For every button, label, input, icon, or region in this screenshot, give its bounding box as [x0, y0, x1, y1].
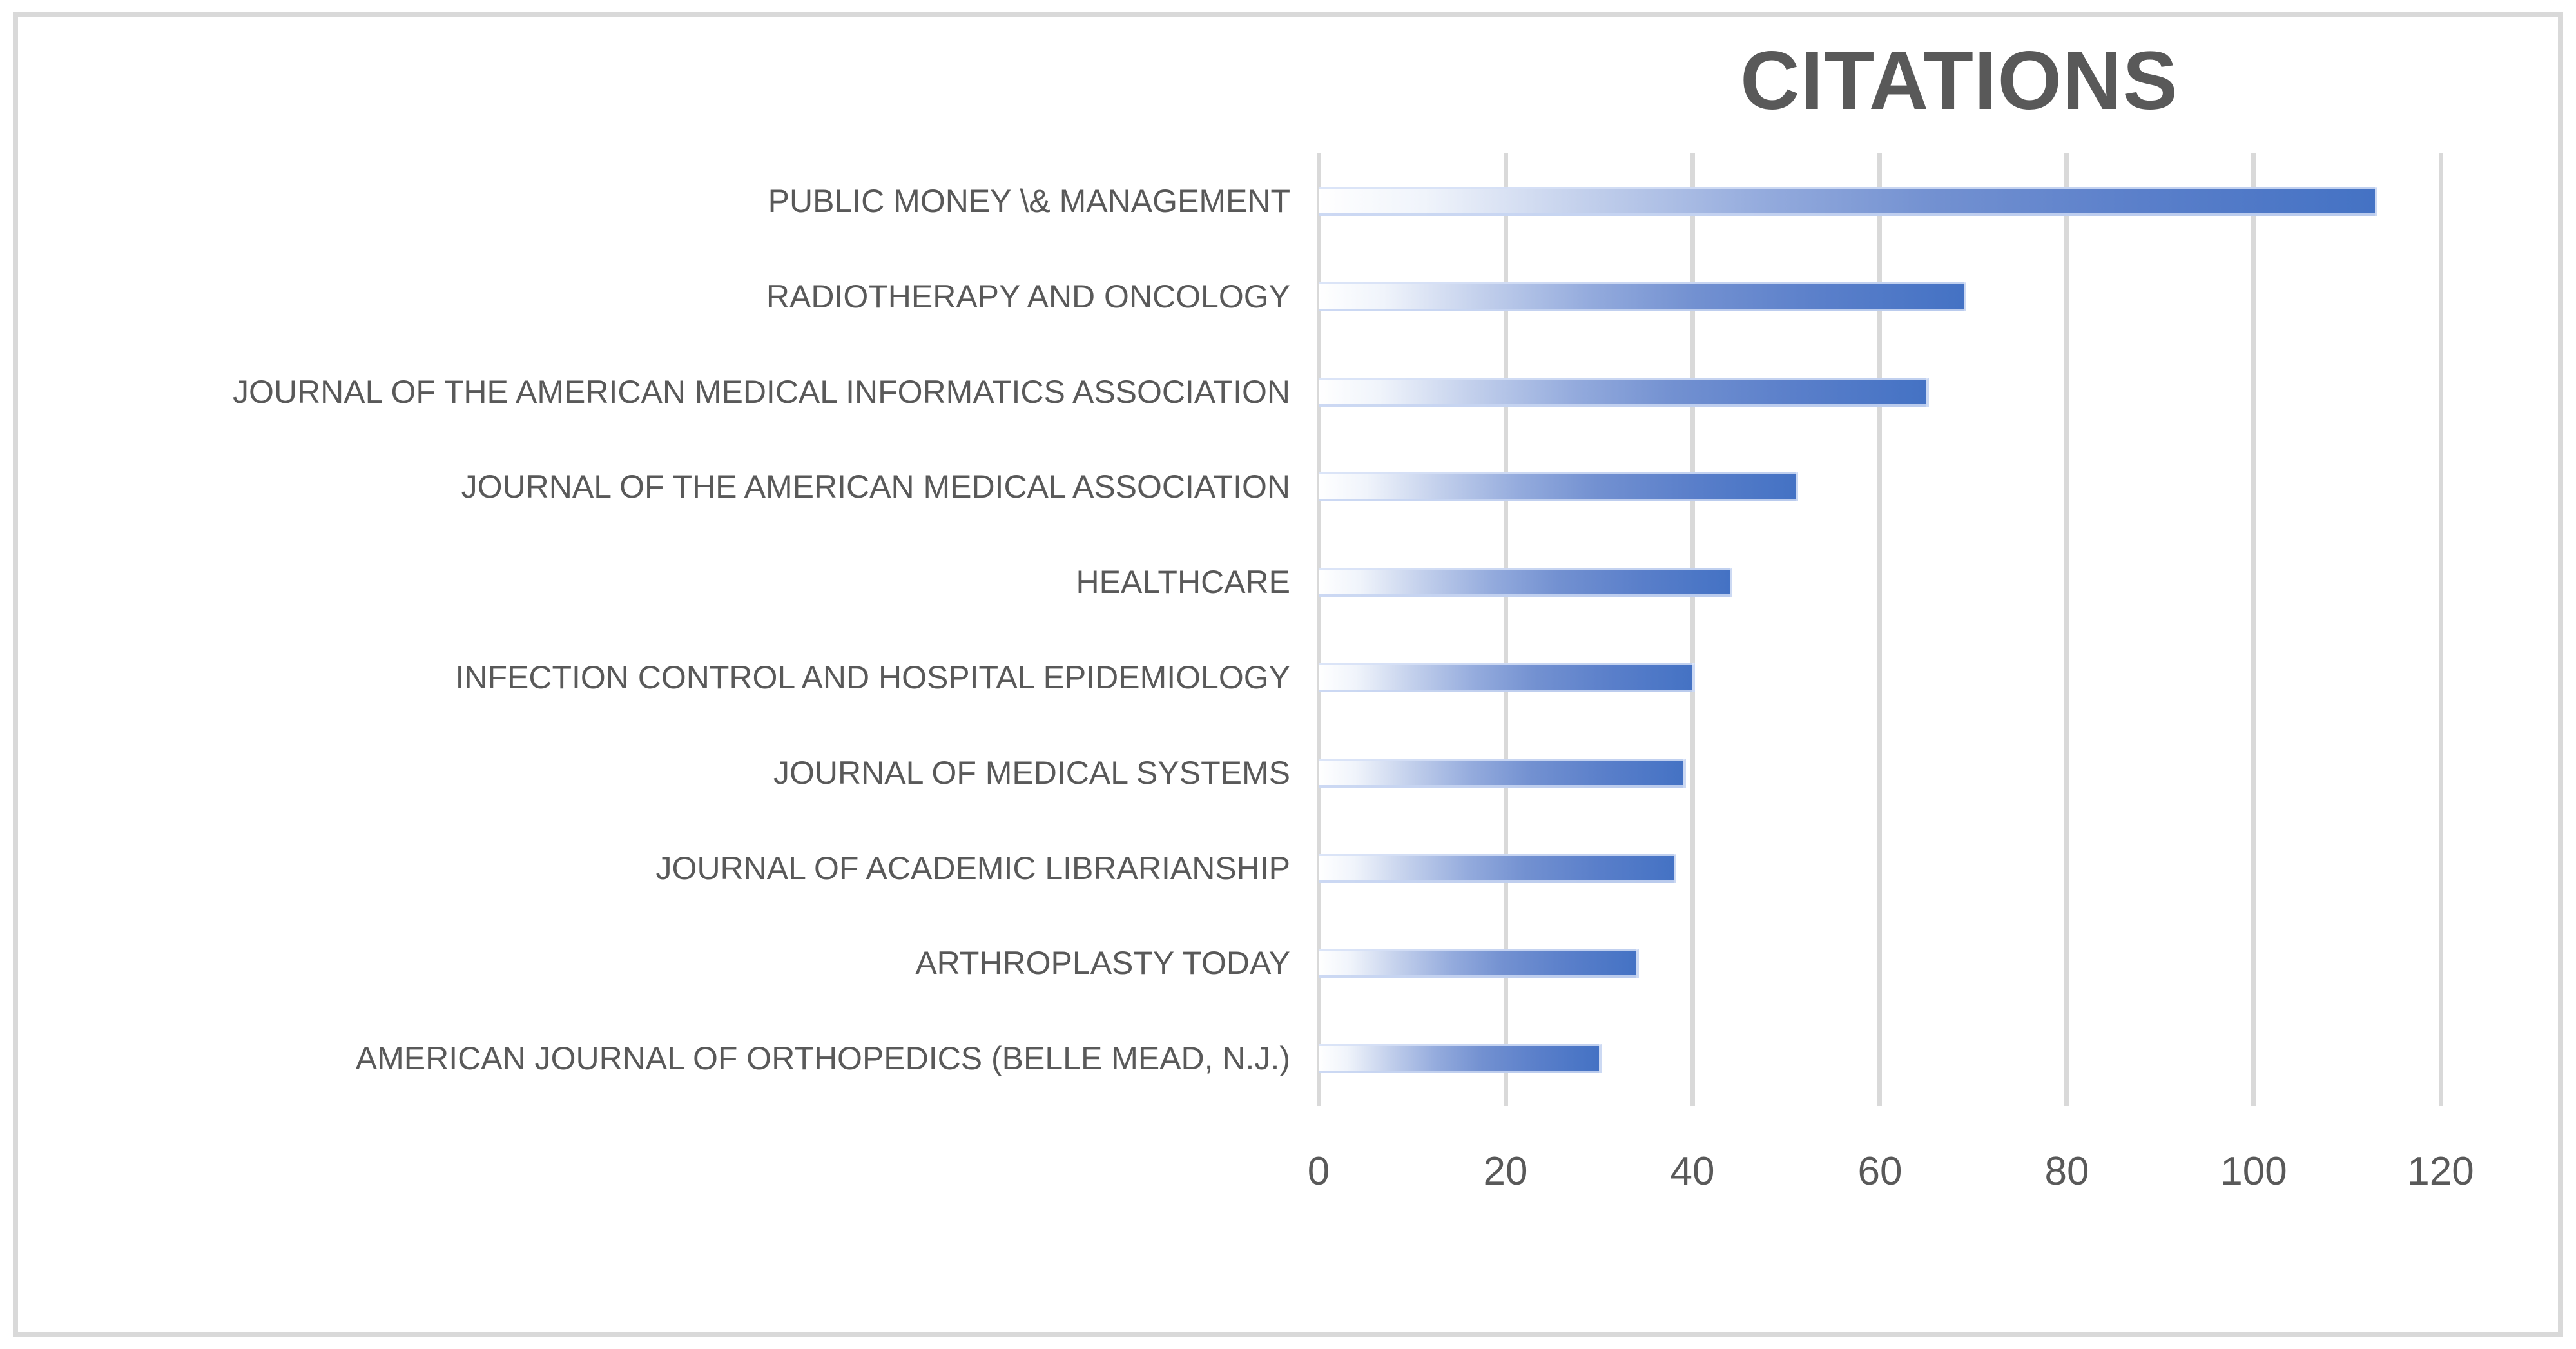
bar: [1319, 378, 1929, 407]
category-label: HEALTHCARE: [1076, 564, 1290, 600]
x-axis-tick-label: 60: [1857, 1149, 1903, 1194]
x-axis-tick-label: 40: [1670, 1149, 1715, 1194]
gridline: [2064, 153, 2069, 1106]
category-label: AMERICAN JOURNAL OF ORTHOPEDICS (BELLE M…: [355, 1040, 1290, 1076]
category-label: PUBLIC MONEY \& MANAGEMENT: [768, 183, 1290, 219]
bar: [1319, 1044, 1602, 1073]
bar: [1319, 949, 1639, 978]
bar: [1319, 282, 1966, 311]
gridline: [2251, 153, 2256, 1106]
bar: [1319, 854, 1676, 883]
gridline: [2438, 153, 2443, 1106]
gridline: [1690, 153, 1695, 1106]
gridline: [1316, 153, 1321, 1106]
category-label: RADIOTHERAPY AND ONCOLOGY: [766, 278, 1290, 315]
bar: [1319, 568, 1732, 597]
category-label: JOURNAL OF MEDICAL SYSTEMS: [773, 755, 1290, 791]
x-axis-tick-label: 0: [1307, 1149, 1330, 1194]
category-label: INFECTION CONTROL AND HOSPITAL EPIDEMIOL…: [455, 659, 1290, 695]
bar: [1319, 663, 1695, 692]
x-axis-tick-label: 20: [1483, 1149, 1528, 1194]
category-label: ARTHROPLASTY TODAY: [915, 945, 1290, 981]
gridline: [1503, 153, 1508, 1106]
x-axis-tick-label: 80: [2044, 1149, 2089, 1194]
bar: [1319, 759, 1686, 788]
bar: [1319, 187, 2377, 216]
category-label: JOURNAL OF THE AMERICAN MEDICAL INFORMAT…: [233, 374, 1290, 410]
chart-title: CITATIONS: [1740, 35, 2178, 127]
plot-area: [1316, 153, 2443, 1106]
chart-frame: [13, 12, 2563, 1337]
x-axis-tick-label: 100: [2220, 1149, 2287, 1194]
category-label: JOURNAL OF ACADEMIC LIBRARIANSHIP: [655, 850, 1290, 886]
category-label: JOURNAL OF THE AMERICAN MEDICAL ASSOCIAT…: [461, 469, 1290, 505]
x-axis-tick-label: 120: [2407, 1149, 2474, 1194]
gridline: [1877, 153, 1882, 1106]
bar: [1319, 472, 1798, 501]
